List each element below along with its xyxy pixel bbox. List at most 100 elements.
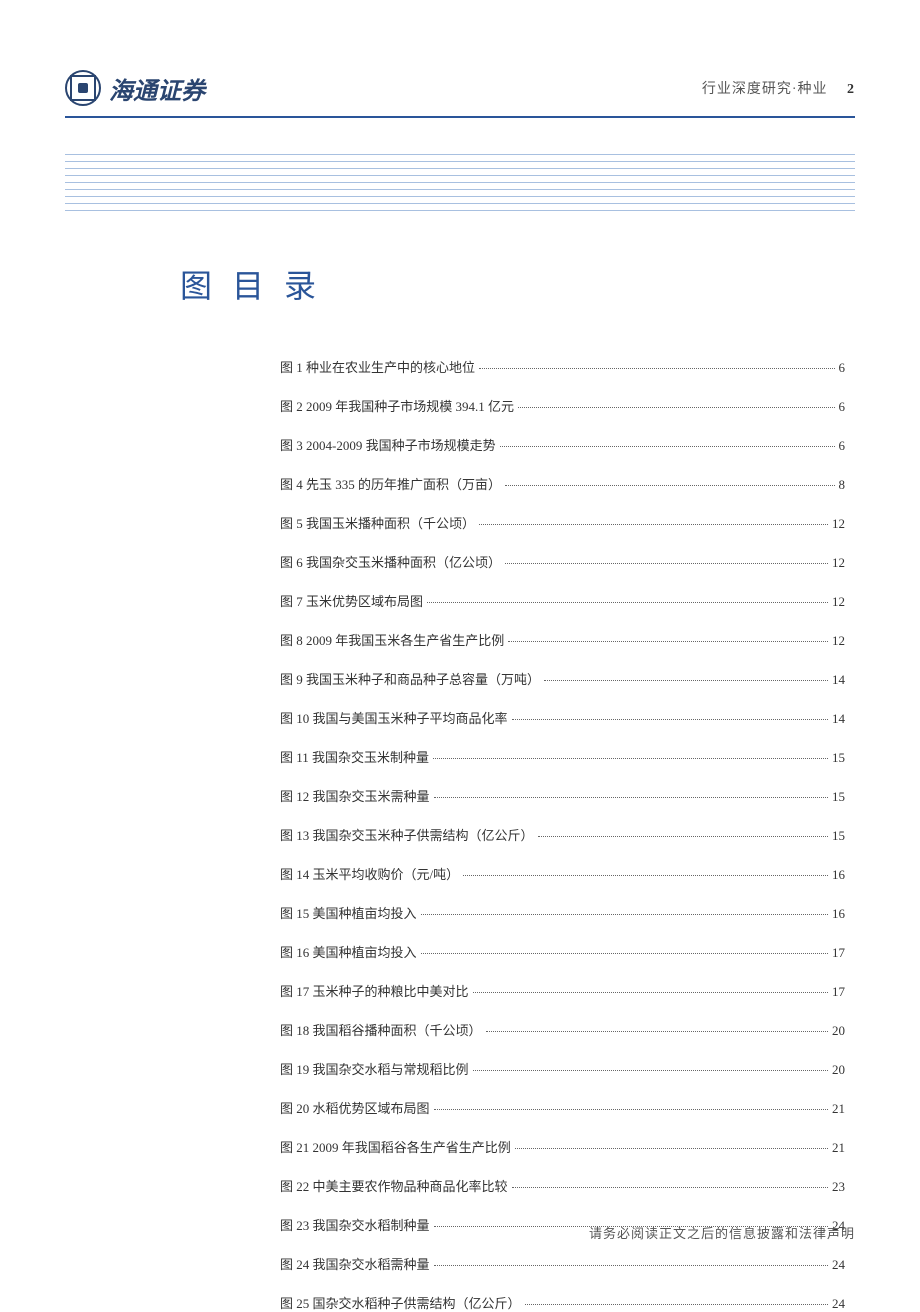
toc-dots xyxy=(512,1187,828,1188)
toc-entry-page: 8 xyxy=(839,477,846,493)
toc-list: 图 1 种业在农业生产中的核心地位 6 图 2 2009 年我国种子市场规模 394… xyxy=(280,357,845,1312)
toc-dots xyxy=(508,641,828,642)
decorative-line xyxy=(65,162,855,169)
toc-entry-label: 图 18 我国稻谷播种面积（千公顷） xyxy=(280,1020,482,1039)
toc-entry: 图 16 美国种植亩均投入 17 xyxy=(280,942,845,961)
toc-entry-page: 16 xyxy=(832,867,845,883)
footer-disclaimer: 请务必阅读正文之后的信息披露和法律声明 xyxy=(589,1223,855,1242)
toc-dots xyxy=(421,914,828,915)
toc-entry: 图 8 2009 年我国玉米各生产省生产比例 12 xyxy=(280,630,845,649)
toc-entry-label: 图 21 2009 年我国稻谷各生产省生产比例 xyxy=(280,1137,511,1156)
page-number: 2 xyxy=(847,82,855,97)
toc-entry-page: 15 xyxy=(832,789,845,805)
toc-entry: 图 9 我国玉米种子和商品种子总容量（万吨） 14 xyxy=(280,669,845,688)
toc-entry-label: 图 20 水稻优势区域布局图 xyxy=(280,1098,430,1117)
toc-entry-label: 图 19 我国杂交水稻与常规稻比例 xyxy=(280,1059,469,1078)
toc-dots xyxy=(434,1265,828,1266)
toc-dots xyxy=(421,953,828,954)
toc-entry-label: 图 17 玉米种子的种粮比中美对比 xyxy=(280,981,469,1000)
toc-dots xyxy=(433,758,828,759)
toc-entry: 图 24 我国杂交水稻需种量 24 xyxy=(280,1254,845,1273)
toc-dots xyxy=(473,992,828,993)
toc-entry-page: 12 xyxy=(832,633,845,649)
toc-entry-label: 图 2 2009 年我国种子市场规模 394.1 亿元 xyxy=(280,396,514,415)
toc-title: 图 目 录 xyxy=(180,261,920,307)
toc-dots xyxy=(427,602,828,603)
toc-dots xyxy=(463,875,828,876)
toc-entry-page: 14 xyxy=(832,672,845,688)
decorative-line xyxy=(65,155,855,162)
toc-entry-page: 24 xyxy=(832,1296,845,1312)
toc-entry: 图 7 玉米优势区域布局图 12 xyxy=(280,591,845,610)
header-divider xyxy=(65,116,855,118)
toc-dots xyxy=(473,1070,828,1071)
toc-entry-label: 图 11 我国杂交玉米制种量 xyxy=(280,747,429,766)
decorative-lines xyxy=(65,148,855,211)
toc-dots xyxy=(479,524,828,525)
decorative-line xyxy=(65,176,855,183)
decorative-line xyxy=(65,190,855,197)
toc-entry-label: 图 22 中美主要农作物品种商品化率比较 xyxy=(280,1176,508,1195)
toc-entry: 图 5 我国玉米播种面积（千公顷）12 xyxy=(280,513,845,532)
decorative-line xyxy=(65,183,855,190)
toc-entry: 图 18 我国稻谷播种面积（千公顷） 20 xyxy=(280,1020,845,1039)
toc-entry-label: 图 1 种业在农业生产中的核心地位 xyxy=(280,357,475,376)
decorative-line xyxy=(65,169,855,176)
toc-entry: 图 15 美国种植亩均投入 16 xyxy=(280,903,845,922)
toc-entry: 图 14 玉米平均收购价（元/吨） 16 xyxy=(280,864,845,883)
toc-entry-page: 15 xyxy=(832,750,845,766)
toc-entry-label: 图 24 我国杂交水稻需种量 xyxy=(280,1254,430,1273)
toc-entry-page: 16 xyxy=(832,906,845,922)
toc-entry: 图 17 玉米种子的种粮比中美对比 17 xyxy=(280,981,845,1000)
toc-entry-label: 图 8 2009 年我国玉米各生产省生产比例 xyxy=(280,630,504,649)
toc-dots xyxy=(525,1304,828,1305)
decorative-line xyxy=(65,197,855,204)
toc-entry-page: 6 xyxy=(839,438,846,454)
toc-entry-page: 17 xyxy=(832,945,845,961)
toc-entry-page: 12 xyxy=(832,516,845,532)
toc-entry-page: 24 xyxy=(832,1257,845,1273)
toc-dots xyxy=(486,1031,828,1032)
toc-entry-page: 12 xyxy=(832,594,845,610)
toc-entry-page: 20 xyxy=(832,1023,845,1039)
toc-dots xyxy=(505,485,834,486)
toc-entry: 图 4 先玉 335 的历年推广面积（万亩） 8 xyxy=(280,474,845,493)
toc-entry: 图 10 我国与美国玉米种子平均商品化率 14 xyxy=(280,708,845,727)
toc-entry-page: 15 xyxy=(832,828,845,844)
toc-entry-page: 6 xyxy=(839,399,846,415)
toc-entry-page: 14 xyxy=(832,711,845,727)
toc-entry-page: 21 xyxy=(832,1101,845,1117)
company-logo-icon xyxy=(65,70,101,106)
toc-dots xyxy=(512,719,828,720)
toc-entry: 图 3 2004-2009 我国种子市场规模走势6 xyxy=(280,435,845,454)
toc-entry: 图 20 水稻优势区域布局图 21 xyxy=(280,1098,845,1117)
toc-entry-page: 17 xyxy=(832,984,845,1000)
toc-entry-label: 图 23 我国杂交水稻制种量 xyxy=(280,1215,430,1234)
toc-entry: 图 6 我国杂交玉米播种面积（亿公顷）12 xyxy=(280,552,845,571)
toc-entry-label: 图 14 玉米平均收购价（元/吨） xyxy=(280,864,459,883)
toc-entry-label: 图 10 我国与美国玉米种子平均商品化率 xyxy=(280,708,508,727)
toc-entry: 图 22 中美主要农作物品种商品化率比较 23 xyxy=(280,1176,845,1195)
toc-entry-page: 23 xyxy=(832,1179,845,1195)
toc-dots xyxy=(538,836,828,837)
toc-entry: 图 19 我国杂交水稻与常规稻比例20 xyxy=(280,1059,845,1078)
toc-entry-label: 图 16 美国种植亩均投入 xyxy=(280,942,417,961)
toc-dots xyxy=(518,407,834,408)
decorative-line xyxy=(65,204,855,211)
company-name: 海通证券 xyxy=(109,71,205,106)
toc-dots xyxy=(515,1148,828,1149)
toc-dots xyxy=(505,563,828,564)
toc-entry: 图 13 我国杂交玉米种子供需结构（亿公斤） 15 xyxy=(280,825,845,844)
toc-entry-label: 图 7 玉米优势区域布局图 xyxy=(280,591,423,610)
toc-entry-label: 图 6 我国杂交玉米播种面积（亿公顷） xyxy=(280,552,501,571)
toc-entry: 图 11 我国杂交玉米制种量 15 xyxy=(280,747,845,766)
page-header: 海通证券 行业深度研究·种业 2 xyxy=(0,0,920,116)
toc-entry-label: 图 9 我国玉米种子和商品种子总容量（万吨） xyxy=(280,669,540,688)
toc-entry-page: 21 xyxy=(832,1140,845,1156)
toc-entry-label: 图 4 先玉 335 的历年推广面积（万亩） xyxy=(280,474,501,493)
toc-entry-label: 图 15 美国种植亩均投入 xyxy=(280,903,417,922)
toc-entry: 图 12 我国杂交玉米需种量15 xyxy=(280,786,845,805)
toc-dots xyxy=(479,368,834,369)
toc-entry-page: 6 xyxy=(839,360,846,376)
toc-entry-label: 图 13 我国杂交玉米种子供需结构（亿公斤） xyxy=(280,825,534,844)
